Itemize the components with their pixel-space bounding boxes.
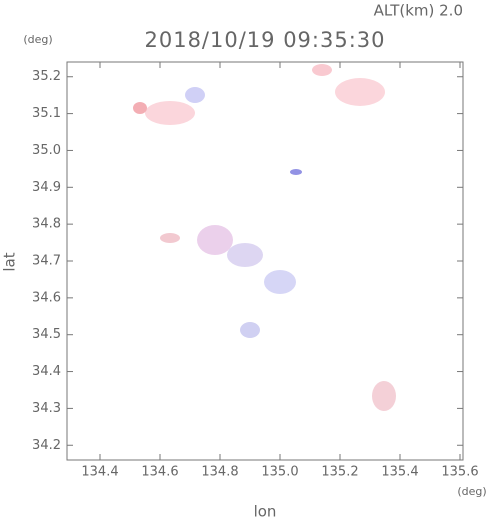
echo xyxy=(264,270,296,294)
y-tick-label: 34.3 xyxy=(32,401,61,416)
echo xyxy=(145,101,195,125)
x-tick-label: 135.2 xyxy=(321,465,358,480)
x-tick-label: 135.0 xyxy=(261,465,298,480)
y-tick-label: 34.9 xyxy=(32,180,61,195)
y-tick-label: 34.8 xyxy=(32,217,61,232)
y-tick-label: 34.7 xyxy=(32,254,61,269)
echoes xyxy=(133,64,396,411)
y-tick-label: 35.2 xyxy=(32,69,61,84)
echo xyxy=(372,381,396,411)
chart-title: 2018/10/19 09:35:30 xyxy=(144,28,385,52)
x-tick-label: 135.4 xyxy=(381,465,418,480)
y-tick-label: 34.2 xyxy=(32,438,61,453)
y-tick-label: 35.0 xyxy=(32,143,61,158)
plot-frame xyxy=(66,61,464,461)
x-tick-label: 135.6 xyxy=(441,465,478,480)
echo xyxy=(133,102,147,114)
y-tick-label: 34.5 xyxy=(32,327,61,342)
y-unit: (deg) xyxy=(23,33,52,46)
echo xyxy=(160,233,180,243)
x-tick-label: 134.6 xyxy=(141,465,178,480)
y-tick-label: 34.6 xyxy=(32,290,61,305)
echo xyxy=(240,322,260,338)
echo xyxy=(335,78,385,106)
echo xyxy=(290,169,302,175)
y-tick-label: 35.1 xyxy=(32,106,61,121)
echo xyxy=(227,243,263,267)
x-unit: (deg) xyxy=(457,485,486,498)
x-tick-label: 134.4 xyxy=(81,465,118,480)
echo xyxy=(312,64,332,76)
y-tick-label: 34.4 xyxy=(32,364,61,379)
y-axis-label: lat xyxy=(1,252,19,271)
echo xyxy=(197,225,233,255)
x-axis-label: lon xyxy=(254,503,277,521)
x-tick-label: 134.8 xyxy=(201,465,238,480)
altitude-label: ALT(km) 2.0 xyxy=(374,2,463,20)
echo xyxy=(185,87,205,103)
